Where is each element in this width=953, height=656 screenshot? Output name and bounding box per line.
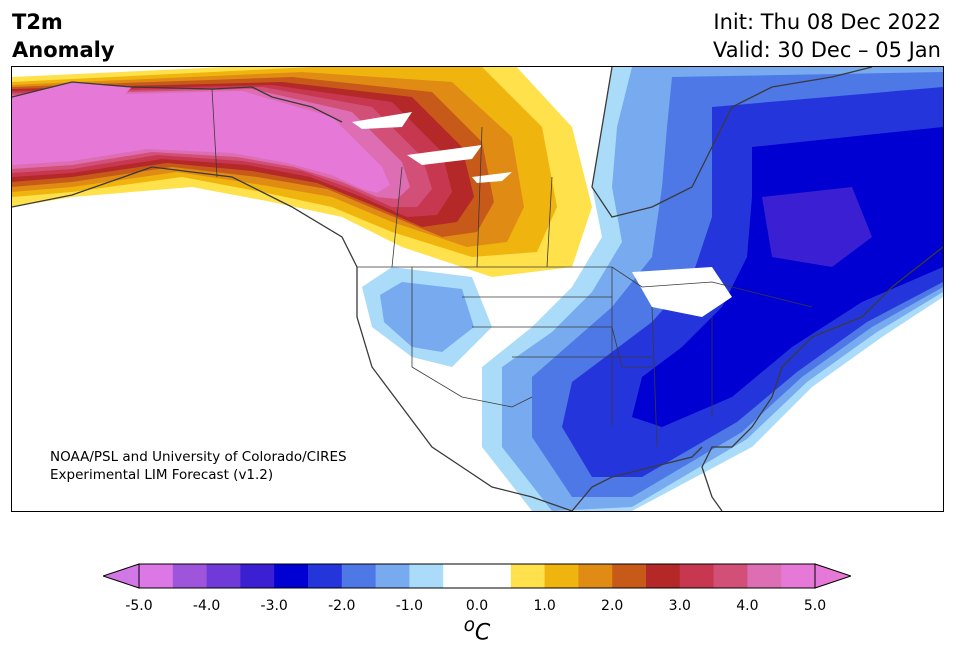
anomaly-map bbox=[12, 67, 943, 511]
colorbar-cell bbox=[646, 564, 681, 588]
colorbar-cell bbox=[544, 564, 579, 588]
colorbar-cell bbox=[308, 564, 343, 588]
forecast-dates: Init: Thu 08 Dec 2022 Valid: 30 Dec – 05… bbox=[713, 8, 941, 64]
colorbar-tick-label: 5.0 bbox=[803, 598, 827, 614]
init-date-label: Init: Thu 08 Dec 2022 bbox=[713, 10, 941, 34]
colorbar-tick-label: 2.0 bbox=[601, 598, 624, 614]
colorbar-tick-label: 3.0 bbox=[668, 598, 691, 614]
colorbar-min-arrow bbox=[103, 563, 140, 589]
colorbar-cell bbox=[510, 564, 545, 588]
colorbar-cell bbox=[612, 564, 647, 588]
colorbar-cell bbox=[206, 564, 241, 588]
political-borders bbox=[211, 88, 813, 448]
colorbar-cell bbox=[713, 564, 748, 588]
colorbar-cell bbox=[341, 564, 376, 588]
colorbar-cell bbox=[409, 564, 444, 588]
colorbar-cell bbox=[274, 564, 309, 588]
colorbar-cell bbox=[139, 564, 174, 588]
colorbar-outline bbox=[138, 563, 816, 589]
credit-line-2: Experimental LIM Forecast (v1.2) bbox=[50, 467, 274, 483]
colorbar-tick-label: 1.0 bbox=[533, 598, 556, 614]
valid-date-label: Valid: 30 Dec – 05 Jan bbox=[712, 38, 941, 62]
colorbar-tick-label: 0.0 bbox=[465, 598, 489, 614]
coastlines bbox=[12, 67, 943, 511]
colorbar-cells bbox=[139, 564, 816, 588]
colorbar-cell bbox=[679, 564, 714, 588]
colorbar-units: oC bbox=[463, 615, 491, 646]
units-superscript: o bbox=[463, 615, 475, 636]
colorbar-cell bbox=[172, 564, 207, 588]
colorbar-cell bbox=[781, 564, 816, 588]
map-panel: NOAA/PSL and University of Colorado/CIRE… bbox=[11, 66, 944, 512]
colorbar-cell bbox=[578, 564, 613, 588]
title-line-1: T2m bbox=[12, 10, 63, 34]
colorbar-max-arrow bbox=[814, 563, 851, 589]
colorbar-tick-label: 4.0 bbox=[736, 598, 759, 614]
colorbar-cell bbox=[477, 564, 512, 588]
colorbar-cell bbox=[240, 564, 275, 588]
credit-line-1: NOAA/PSL and University of Colorado/CIRE… bbox=[50, 449, 347, 465]
plot-title: T2m Anomaly bbox=[12, 8, 115, 64]
colorbar-cell bbox=[443, 564, 478, 588]
colorbar-cell bbox=[375, 564, 410, 588]
colorbar-tick-label: -2.0 bbox=[328, 598, 356, 614]
water-bodies bbox=[352, 112, 732, 317]
colorbar-tick-label: -3.0 bbox=[260, 598, 288, 614]
colorbar-tick-label: -1.0 bbox=[395, 598, 424, 614]
colorbar-tick-label: -5.0 bbox=[125, 598, 153, 614]
colorbar-cell bbox=[747, 564, 782, 588]
warm-anomaly-region bbox=[12, 67, 592, 277]
colorbar bbox=[103, 563, 851, 589]
title-line-2: Anomaly bbox=[12, 38, 115, 62]
colorbar-tick-label: -4.0 bbox=[192, 598, 221, 614]
